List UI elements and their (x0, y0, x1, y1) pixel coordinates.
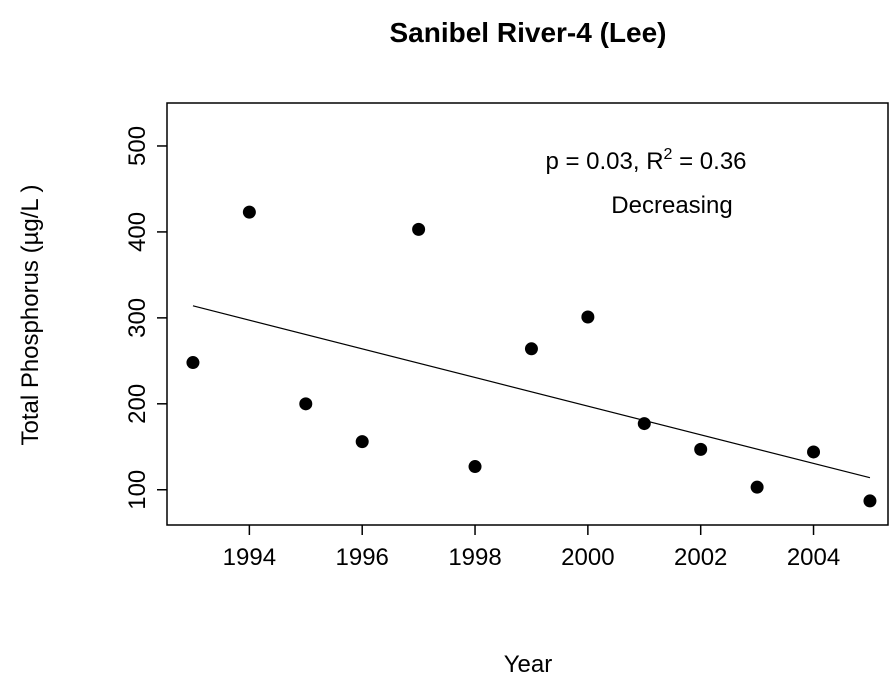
annotation: p = 0.03, R2 = 0.36 (545, 146, 746, 175)
x-axis-label: Year (504, 651, 553, 678)
annotation-text: p = 0.03, R (545, 148, 663, 175)
annotation-rest: = 0.36 (672, 148, 746, 175)
x-tick-label: 1998 (448, 544, 501, 571)
y-tick-label: 500 (124, 126, 151, 166)
point (750, 480, 764, 494)
y-tick-label: 200 (124, 384, 151, 424)
y-tick-label: 400 (124, 212, 151, 252)
plot-box (166, 102, 889, 526)
point (581, 310, 595, 324)
point (524, 342, 538, 356)
point (242, 205, 256, 219)
point (412, 222, 426, 236)
x-tick-label: 2004 (787, 544, 840, 571)
y-tick-label: 100 (124, 470, 151, 510)
point (863, 494, 877, 508)
x-tick-label: 1994 (223, 544, 276, 571)
point (468, 460, 482, 474)
annotation-sup: 2 (664, 146, 673, 163)
y-axis-label: Total Phosphorus (µg/L ) (17, 184, 44, 445)
annotation-trend: Decreasing (611, 192, 732, 219)
x-tick-label: 1996 (336, 544, 389, 571)
point (637, 417, 651, 431)
chart-title: Sanibel River-4 (Lee) (390, 17, 667, 48)
point (186, 356, 200, 370)
point (355, 435, 369, 449)
x-tick-label: 2002 (674, 544, 727, 571)
point (299, 397, 313, 411)
trend-line (192, 305, 871, 479)
point (694, 442, 708, 456)
x-tick-label: 2000 (561, 544, 614, 571)
y-tick-label: 300 (124, 298, 151, 338)
point (807, 445, 821, 459)
